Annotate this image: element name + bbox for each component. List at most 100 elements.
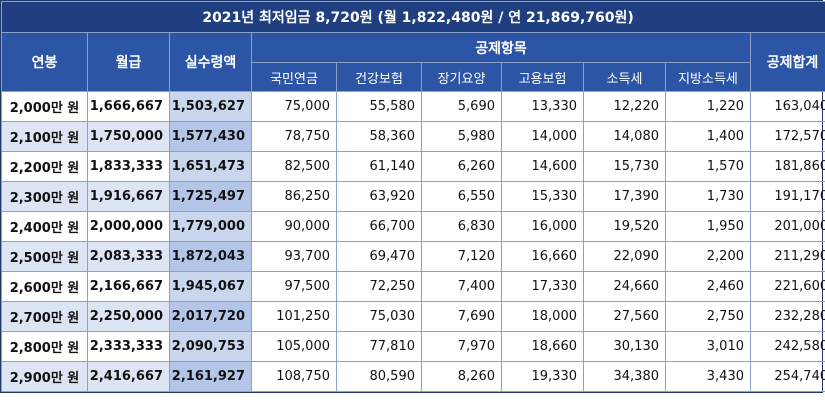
header-pension: 국민연금 <box>251 62 337 92</box>
table-body: 2,000만 원 1,666,667 1,503,627 75,000 55,580 5,… <box>1 91 825 392</box>
cell-employment-insurance: 16,660 <box>501 241 584 272</box>
cell-total-deduction: 254,740 <box>749 361 825 392</box>
cell-total-deduction: 242,580 <box>749 331 825 362</box>
cell-income-tax: 22,090 <box>583 241 666 272</box>
header-employment-insurance: 고용보험 <box>501 62 584 92</box>
cell-income-tax: 27,560 <box>583 301 666 332</box>
cell-long-term-care: 7,690 <box>421 301 502 332</box>
cell-monthly-salary: 1,666,667 <box>87 91 170 122</box>
cell-long-term-care: 8,260 <box>421 361 502 392</box>
cell-local-income-tax: 2,460 <box>665 271 751 302</box>
cell-total-deduction: 163,040 <box>749 91 825 122</box>
cell-total-deduction: 201,000 <box>749 211 825 242</box>
cell-total-deduction: 232,280 <box>749 301 825 332</box>
header-local-income-tax: 지방소득세 <box>665 62 751 92</box>
table-row: 2,400만 원 2,000,000 1,779,000 90,000 66,700 6,… <box>1 211 825 242</box>
cell-net-pay: 2,017,720 <box>169 301 252 332</box>
cell-total-deduction: 172,570 <box>749 121 825 152</box>
table-row: 2,900만 원 2,416,667 2,161,927 108,750 80,590 8… <box>1 361 825 392</box>
cell-pension: 90,000 <box>251 211 337 242</box>
header-long-term-care: 장기요양 <box>421 62 502 92</box>
table-row: 2,000만 원 1,666,667 1,503,627 75,000 55,580 5,… <box>1 91 825 122</box>
cell-annual-salary: 2,200만 원 <box>1 151 88 182</box>
cell-net-pay: 1,872,043 <box>169 241 252 272</box>
table-row: 2,800만 원 2,333,333 2,090,753 105,000 77,810 7… <box>1 331 825 362</box>
cell-income-tax: 12,220 <box>583 91 666 122</box>
cell-net-pay: 2,090,753 <box>169 331 252 362</box>
salary-table-container: 2021년 최저임금 8,720원 (월 1,822,480원 / 연 21,8… <box>0 0 825 393</box>
header-deductions: 공제항목 <box>251 32 751 63</box>
cell-health-insurance: 80,590 <box>336 361 422 392</box>
cell-employment-insurance: 17,330 <box>501 271 584 302</box>
cell-employment-insurance: 16,000 <box>501 211 584 242</box>
cell-employment-insurance: 18,000 <box>501 301 584 332</box>
cell-local-income-tax: 3,010 <box>665 331 751 362</box>
cell-annual-salary: 2,100만 원 <box>1 121 88 152</box>
salary-table: 2021년 최저임금 8,720원 (월 1,822,480원 / 연 21,8… <box>0 1 825 392</box>
cell-net-pay: 1,577,430 <box>169 121 252 152</box>
cell-income-tax: 17,390 <box>583 181 666 212</box>
table-row: 2,100만 원 1,750,000 1,577,430 78,750 58,360 5,… <box>1 121 825 152</box>
header-annual: 연봉 <box>1 32 88 92</box>
table-row: 2,500만 원 2,083,333 1,872,043 93,700 69,470 7,… <box>1 241 825 272</box>
cell-long-term-care: 7,970 <box>421 331 502 362</box>
table-row: 2,300만 원 1,916,667 1,725,497 86,250 63,920 6,… <box>1 181 825 212</box>
cell-annual-salary: 2,300만 원 <box>1 181 88 212</box>
cell-income-tax: 30,130 <box>583 331 666 362</box>
cell-net-pay: 1,503,627 <box>169 91 252 122</box>
cell-income-tax: 34,380 <box>583 361 666 392</box>
cell-long-term-care: 7,120 <box>421 241 502 272</box>
cell-health-insurance: 69,470 <box>336 241 422 272</box>
cell-monthly-salary: 2,166,667 <box>87 271 170 302</box>
cell-pension: 105,000 <box>251 331 337 362</box>
table-row: 2,700만 원 2,250,000 2,017,720 101,250 75,030 7… <box>1 301 825 332</box>
cell-income-tax: 15,730 <box>583 151 666 182</box>
cell-long-term-care: 7,400 <box>421 271 502 302</box>
cell-health-insurance: 66,700 <box>336 211 422 242</box>
cell-monthly-salary: 2,000,000 <box>87 211 170 242</box>
cell-monthly-salary: 2,416,667 <box>87 361 170 392</box>
cell-annual-salary: 2,800만 원 <box>1 331 88 362</box>
cell-annual-salary: 2,500만 원 <box>1 241 88 272</box>
cell-health-insurance: 77,810 <box>336 331 422 362</box>
cell-long-term-care: 6,550 <box>421 181 502 212</box>
cell-monthly-salary: 2,333,333 <box>87 331 170 362</box>
cell-pension: 97,500 <box>251 271 337 302</box>
cell-health-insurance: 63,920 <box>336 181 422 212</box>
table-title: 2021년 최저임금 8,720원 (월 1,822,480원 / 연 21,8… <box>0 1 825 33</box>
cell-monthly-salary: 1,750,000 <box>87 121 170 152</box>
cell-local-income-tax: 1,950 <box>665 211 751 242</box>
cell-income-tax: 24,660 <box>583 271 666 302</box>
cell-employment-insurance: 13,330 <box>501 91 584 122</box>
cell-annual-salary: 2,000만 원 <box>1 91 88 122</box>
cell-income-tax: 19,520 <box>583 211 666 242</box>
header-health-insurance: 건강보험 <box>336 62 422 92</box>
cell-total-deduction: 211,290 <box>749 241 825 272</box>
cell-net-pay: 1,945,067 <box>169 271 252 302</box>
cell-employment-insurance: 14,000 <box>501 121 584 152</box>
cell-net-pay: 2,161,927 <box>169 361 252 392</box>
header-income-tax: 소득세 <box>583 62 666 92</box>
cell-employment-insurance: 14,600 <box>501 151 584 182</box>
cell-local-income-tax: 3,430 <box>665 361 751 392</box>
cell-net-pay: 1,725,497 <box>169 181 252 212</box>
cell-health-insurance: 55,580 <box>336 91 422 122</box>
table-row: 2,200만 원 1,833,333 1,651,473 82,500 61,140 6,… <box>1 151 825 182</box>
cell-total-deduction: 181,860 <box>749 151 825 182</box>
cell-employment-insurance: 18,660 <box>501 331 584 362</box>
cell-annual-salary: 2,700만 원 <box>1 301 88 332</box>
cell-local-income-tax: 1,400 <box>665 121 751 152</box>
cell-annual-salary: 2,400만 원 <box>1 211 88 242</box>
cell-annual-salary: 2,600만 원 <box>1 271 88 302</box>
cell-employment-insurance: 15,330 <box>501 181 584 212</box>
cell-total-deduction: 221,600 <box>749 271 825 302</box>
cell-health-insurance: 58,360 <box>336 121 422 152</box>
cell-pension: 101,250 <box>251 301 337 332</box>
cell-long-term-care: 5,980 <box>421 121 502 152</box>
cell-employment-insurance: 19,330 <box>501 361 584 392</box>
header-net: 실수령액 <box>169 32 252 92</box>
cell-health-insurance: 72,250 <box>336 271 422 302</box>
cell-health-insurance: 75,030 <box>336 301 422 332</box>
cell-local-income-tax: 2,200 <box>665 241 751 272</box>
header-total: 공제합계 <box>749 32 825 92</box>
